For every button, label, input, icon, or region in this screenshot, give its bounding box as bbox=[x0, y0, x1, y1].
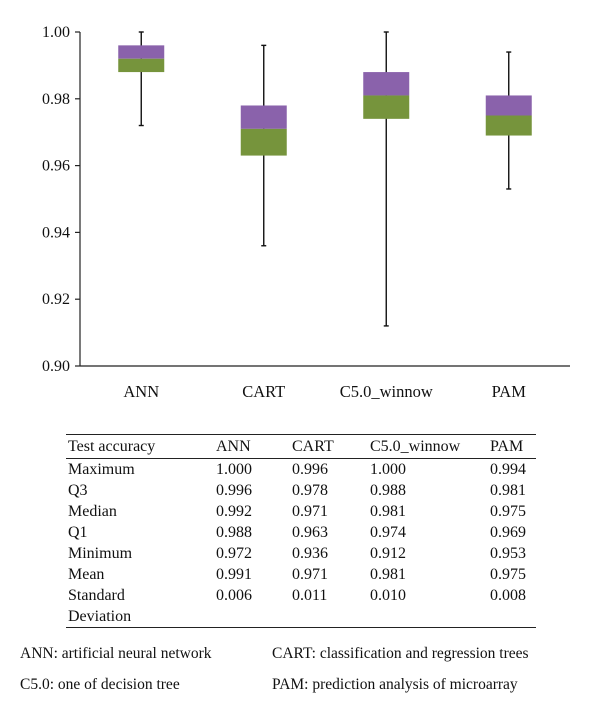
table-cell: 1.000 bbox=[370, 461, 406, 478]
legend-row: C5.0: one of decision tree PAM: predicti… bbox=[20, 669, 590, 700]
table-header-cell: PAM bbox=[488, 434, 536, 459]
box-upper bbox=[485, 95, 532, 116]
table-header-cell: ANN bbox=[214, 434, 290, 459]
table-cell: 0.981 bbox=[490, 482, 526, 499]
table-cell: 0.972 bbox=[216, 545, 252, 562]
table-cell: 0.981 bbox=[370, 503, 406, 520]
row-label-line: Standard bbox=[68, 587, 125, 604]
abbreviation-legend: ANN: artificial neural network CART: cla… bbox=[20, 638, 590, 700]
table-header-cell: CART bbox=[290, 434, 368, 459]
table-cell: 1.000 bbox=[216, 461, 252, 478]
y-tick-label: 0.90 bbox=[42, 358, 70, 375]
table-cell: 0.008 bbox=[488, 585, 536, 628]
boxes bbox=[118, 45, 532, 156]
table-row: Median 0.992 0.971 0.981 0.975 bbox=[66, 501, 536, 522]
table-row: Minimum 0.972 0.936 0.912 0.953 bbox=[66, 543, 536, 564]
legend-row: ANN: artificial neural network CART: cla… bbox=[20, 638, 590, 669]
table-cell: 0.969 bbox=[490, 524, 526, 541]
table-cell: 0.996 bbox=[292, 461, 328, 478]
table-cell: 0.991 bbox=[216, 566, 252, 583]
table-cell: Q3 bbox=[68, 482, 88, 499]
table-header-cell: C5.0_winnow bbox=[368, 434, 488, 459]
table-cell: 0.971 bbox=[292, 566, 328, 583]
table-cell: 0.006 bbox=[214, 585, 290, 628]
table-cell: 0.981 bbox=[370, 566, 406, 583]
table-cell: 0.974 bbox=[370, 524, 406, 541]
x-category-label: C5.0_winnow bbox=[340, 382, 433, 401]
table-cell: Mean bbox=[68, 566, 105, 583]
box-upper bbox=[240, 105, 287, 129]
table-cell: 0.996 bbox=[216, 482, 252, 499]
x-axis-labels: ANN CART C5.0_winnow PAM bbox=[123, 382, 526, 401]
table-cell: 0.010 bbox=[368, 585, 488, 628]
table-cell: 0.011 bbox=[290, 585, 368, 628]
table-cell: Median bbox=[68, 503, 117, 520]
whiskers bbox=[138, 31, 512, 327]
table-cell: 0.912 bbox=[370, 545, 406, 562]
x-category-label: ANN bbox=[123, 382, 159, 401]
box-lower bbox=[240, 128, 287, 156]
table-row: Standard Deviation 0.006 0.011 0.010 0.0… bbox=[66, 585, 536, 628]
legend-c50: C5.0: one of decision tree bbox=[20, 676, 180, 693]
legend-pam: PAM: prediction analysis of microarray bbox=[272, 676, 518, 693]
table-row: Q3 0.996 0.978 0.988 0.981 bbox=[66, 480, 536, 501]
table-header-row: Test accuracy ANN CART C5.0_winnow PAM bbox=[66, 434, 536, 459]
y-tick-label: 0.96 bbox=[42, 158, 70, 175]
x-category-label: CART bbox=[242, 382, 285, 401]
table-cell: Minimum bbox=[68, 545, 133, 562]
y-tick-label: 0.94 bbox=[42, 224, 70, 241]
legend-ann: ANN: artificial neural network bbox=[20, 645, 212, 662]
accuracy-table: Test accuracy ANN CART C5.0_winnow PAM M… bbox=[66, 434, 536, 628]
y-axis: 0.90 0.92 0.94 0.96 0.98 1.00 bbox=[42, 24, 570, 375]
table-cell: 0.936 bbox=[292, 545, 328, 562]
table-header-cell: Test accuracy bbox=[66, 434, 214, 459]
box-upper bbox=[118, 45, 165, 59]
boxplot-chart: 0.90 0.92 0.94 0.96 0.98 1.00 ANN CART C5.0_win… bbox=[42, 24, 570, 401]
y-tick-label: 0.92 bbox=[42, 291, 70, 308]
table-cell: 0.963 bbox=[292, 524, 328, 541]
table-body: Maximum 1.000 0.996 1.000 0.994 Q3 0.996… bbox=[66, 459, 536, 628]
box-upper bbox=[363, 72, 410, 96]
box-lower bbox=[363, 95, 410, 119]
table-cell: Maximum bbox=[68, 461, 135, 478]
table-cell: 0.988 bbox=[370, 482, 406, 499]
x-category-label: PAM bbox=[492, 382, 527, 401]
table-row: Maximum 1.000 0.996 1.000 0.994 bbox=[66, 459, 536, 481]
table-cell: 0.994 bbox=[490, 461, 526, 478]
table-row: Q1 0.988 0.963 0.974 0.969 bbox=[66, 522, 536, 543]
table-row: Mean 0.991 0.971 0.981 0.975 bbox=[66, 564, 536, 585]
table-cell: 0.988 bbox=[216, 524, 252, 541]
table-cell: 0.978 bbox=[292, 482, 328, 499]
table-cell: 0.975 bbox=[490, 566, 526, 583]
box-lower bbox=[485, 115, 532, 136]
y-tick-label: 1.00 bbox=[42, 24, 70, 41]
legend-cart: CART: classification and regression tree… bbox=[272, 645, 529, 662]
table-cell: Standard Deviation bbox=[66, 585, 214, 628]
table-cell: Q1 bbox=[68, 524, 88, 541]
table-cell: 0.971 bbox=[292, 503, 328, 520]
row-label-line: Deviation bbox=[68, 608, 132, 625]
box-lower bbox=[118, 58, 165, 73]
table-cell: 0.975 bbox=[490, 503, 526, 520]
table-cell: 0.992 bbox=[216, 503, 252, 520]
table-cell: 0.953 bbox=[490, 545, 526, 562]
y-tick-label: 0.98 bbox=[42, 91, 70, 108]
